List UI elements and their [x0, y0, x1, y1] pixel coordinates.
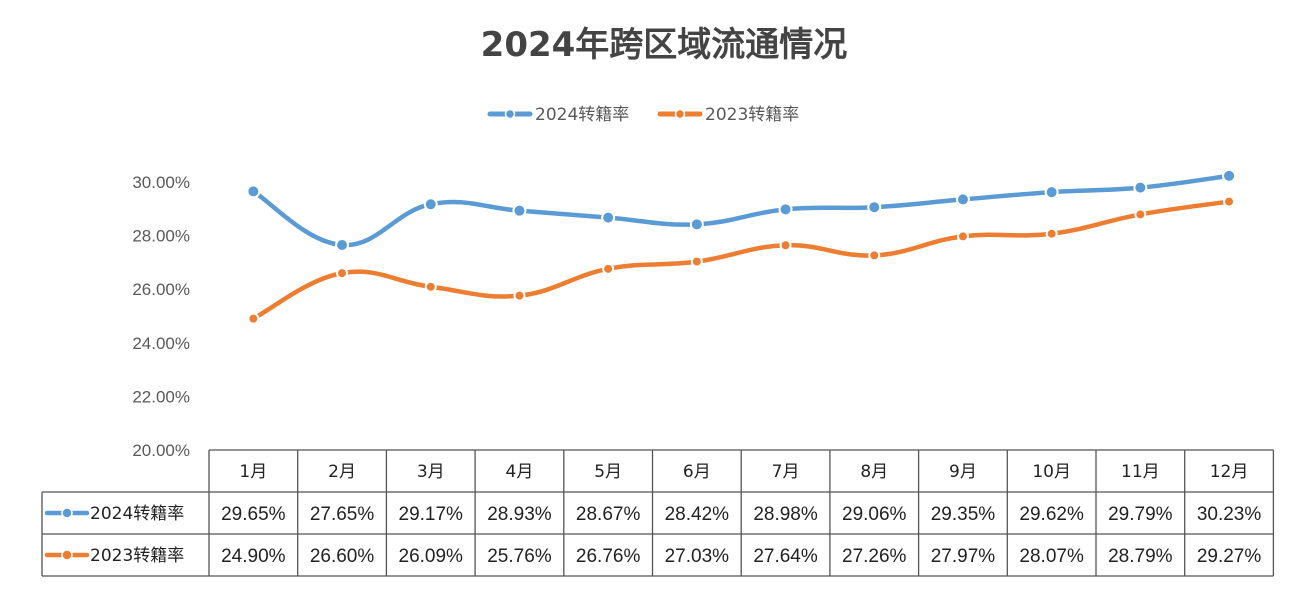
point-2024-6月	[689, 217, 704, 232]
data-label-2024-11月: 29.79%	[1108, 504, 1173, 525]
point-2024-2月	[335, 237, 350, 252]
data-label-2023-9月: 27.97%	[931, 546, 996, 567]
x-tick-label: 12月	[1210, 462, 1249, 482]
legend-label-2023: 2023转籍率	[705, 105, 799, 125]
chart-title: 2024年跨区域流通情况	[481, 25, 848, 65]
point-2023-1月	[247, 312, 260, 325]
data-label-2024-9月: 29.35%	[931, 504, 996, 525]
legend-marker-2023	[674, 108, 686, 120]
point-2024-5月	[601, 210, 616, 225]
y-tick-label: 26.00%	[132, 280, 190, 299]
data-label-2023-11月: 28.79%	[1108, 546, 1173, 567]
x-tick-label: 6月	[683, 462, 711, 482]
point-2024-1月	[246, 184, 261, 199]
point-2023-7月	[779, 239, 792, 252]
point-2024-8月	[867, 200, 882, 215]
data-label-2024-3月: 29.17%	[399, 504, 464, 525]
x-tick-label: 7月	[772, 462, 800, 482]
table-row-label-2024: 2024转籍率	[90, 504, 184, 524]
data-label-2023-5月: 26.76%	[576, 546, 641, 567]
data-label-2023-10月: 28.07%	[1019, 546, 1084, 567]
data-label-2023-8月: 27.26%	[842, 546, 907, 567]
data-label-2024-8月: 29.06%	[842, 504, 907, 525]
y-tick-label: 20.00%	[132, 441, 190, 460]
x-tick-label: 9月	[949, 462, 977, 482]
series-line-2024	[251, 173, 1232, 248]
data-label-2023-3月: 26.09%	[399, 546, 464, 567]
data-label-2023-1月: 24.90%	[221, 546, 286, 567]
x-tick-label: 10月	[1032, 462, 1071, 482]
data-label-2024-2月: 27.65%	[310, 504, 375, 525]
data-label-2024-4月: 28.93%	[487, 504, 552, 525]
point-2023-9月	[956, 230, 969, 243]
point-2024-11月	[1133, 180, 1148, 195]
data-label-2023-6月: 27.03%	[665, 546, 730, 567]
series-layer	[246, 168, 1237, 325]
y-tick-label: 30.00%	[132, 173, 190, 192]
x-tick-label: 3月	[417, 462, 445, 482]
point-2023-3月	[424, 280, 437, 293]
point-2023-11月	[1134, 208, 1147, 221]
series-line-2023	[251, 199, 1232, 321]
legend-item-2024: 2024转籍率	[487, 105, 629, 125]
x-tick-label: 2月	[328, 462, 356, 482]
point-2024-10月	[1044, 185, 1059, 200]
point-2023-6月	[690, 255, 703, 268]
data-table: 1月 2月 3月 4月 5月 6月 7月 8月 9月 10月 11月 12月 2024转籍率 29.65%…	[41, 449, 1275, 577]
point-2023-8月	[868, 249, 881, 262]
point-2023-5月	[602, 262, 615, 275]
y-tick-label: 24.00%	[132, 334, 190, 353]
point-2024-9月	[955, 192, 970, 207]
x-tick-label: 4月	[506, 462, 534, 482]
x-tick-label: 8月	[860, 462, 888, 482]
point-2023-2月	[336, 267, 349, 280]
legend-marker-2024	[504, 108, 516, 120]
point-2023-4月	[513, 289, 526, 302]
legend-label-2024: 2024转籍率	[535, 105, 629, 125]
data-label-2023-12月: 29.27%	[1197, 546, 1262, 567]
point-2023-12月	[1223, 195, 1236, 208]
data-label-2024-5月: 28.67%	[576, 504, 641, 525]
x-tick-label: 5月	[594, 462, 622, 482]
data-label-2023-7月: 27.64%	[753, 546, 818, 567]
table-marker-2023	[61, 549, 73, 561]
data-label-2024-7月: 28.98%	[753, 504, 818, 525]
table-row-label-2023: 2023转籍率	[90, 546, 184, 566]
data-label-2024-1月: 29.65%	[221, 504, 286, 525]
point-2024-12月	[1222, 168, 1237, 183]
point-2024-4月	[512, 203, 527, 218]
point-2023-10月	[1045, 227, 1058, 240]
point-2024-7月	[778, 202, 793, 217]
data-label-2023-4月: 25.76%	[487, 546, 552, 567]
data-label-2024-6月: 28.42%	[665, 504, 730, 525]
table-marker-2024	[61, 507, 73, 519]
x-tick-label: 11月	[1121, 462, 1160, 482]
data-label-2023-2月: 26.60%	[310, 546, 375, 567]
y-tick-label: 22.00%	[132, 387, 190, 406]
legend: 2024转籍率 2023转籍率	[487, 105, 799, 125]
y-tick-label: 28.00%	[132, 227, 190, 246]
x-tick-label: 1月	[239, 462, 267, 482]
y-axis: 20.00% 22.00% 24.00% 26.00% 28.00% 30.00%	[132, 173, 190, 460]
point-2024-3月	[423, 197, 438, 212]
data-label-2024-12月: 30.23%	[1197, 504, 1262, 525]
data-label-2024-10月: 29.62%	[1019, 504, 1084, 525]
legend-item-2023: 2023转籍率	[657, 105, 799, 125]
